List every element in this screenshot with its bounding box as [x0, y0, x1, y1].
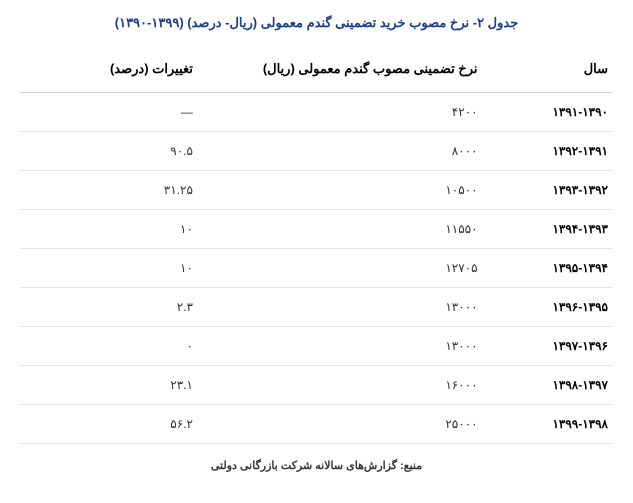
source-text: منبع: گزارش‌های سالانه شرکت بازرگانی دول…	[20, 459, 613, 472]
table-row: ۱۳۹۵-۱۳۹۴۱۲۷۰۵۱۰	[20, 249, 613, 288]
col-header-change: تغییرات (درصد)	[20, 51, 198, 93]
cell-rate: ۴۲۰۰	[198, 93, 483, 132]
cell-rate: ۱۲۷۰۵	[198, 249, 483, 288]
cell-year: ۱۳۹۵-۱۳۹۴	[483, 249, 613, 288]
cell-change: ۹۰.۵	[20, 132, 198, 171]
cell-year: ۱۳۹۶-۱۳۹۵	[483, 288, 613, 327]
table-row: ۱۳۹۴-۱۳۹۳۱۱۵۵۰۱۰	[20, 210, 613, 249]
cell-change: ۲۳.۱	[20, 366, 198, 405]
cell-year: ۱۳۹۴-۱۳۹۳	[483, 210, 613, 249]
cell-rate: ۱۳۰۰۰	[198, 327, 483, 366]
table-row: ۱۳۹۸-۱۳۹۷۱۶۰۰۰۲۳.۱	[20, 366, 613, 405]
cell-change: ۱۰	[20, 249, 198, 288]
cell-change: ۱۰	[20, 210, 198, 249]
cell-year: ۱۳۹۲-۱۳۹۱	[483, 132, 613, 171]
table-row: ۱۳۹۳-۱۳۹۲۱۰۵۰۰۳۱.۲۵	[20, 171, 613, 210]
table-row: ۱۳۹۱-۱۳۹۰۴۲۰۰—	[20, 93, 613, 132]
cell-rate: ۲۵۰۰۰	[198, 405, 483, 444]
table-title: جدول ۲- نرخ مصوب خرید تضمینی گندم معمولی…	[20, 15, 613, 31]
cell-change: ۵۶.۲	[20, 405, 198, 444]
cell-year: ۱۳۹۹-۱۳۹۸	[483, 405, 613, 444]
cell-year: ۱۳۹۳-۱۳۹۲	[483, 171, 613, 210]
table-row: ۱۳۹۶-۱۳۹۵۱۳۰۰۰۲.۳	[20, 288, 613, 327]
cell-rate: ۱۱۵۵۰	[198, 210, 483, 249]
table-header-row: سال نرخ تضمینی مصوب گندم معمولی (ریال) ت…	[20, 51, 613, 93]
cell-rate: ۱۳۰۰۰	[198, 288, 483, 327]
table-row: ۱۳۹۷-۱۳۹۶۱۳۰۰۰۰	[20, 327, 613, 366]
cell-year: ۱۳۹۱-۱۳۹۰	[483, 93, 613, 132]
data-table: سال نرخ تضمینی مصوب گندم معمولی (ریال) ت…	[20, 51, 613, 444]
cell-change: ۲.۳	[20, 288, 198, 327]
cell-rate: ۱۰۵۰۰	[198, 171, 483, 210]
table-row: ۱۳۹۹-۱۳۹۸۲۵۰۰۰۵۶.۲	[20, 405, 613, 444]
col-header-rate: نرخ تضمینی مصوب گندم معمولی (ریال)	[198, 51, 483, 93]
cell-change: —	[20, 93, 198, 132]
cell-rate: ۸۰۰۰	[198, 132, 483, 171]
cell-year: ۱۳۹۸-۱۳۹۷	[483, 366, 613, 405]
cell-rate: ۱۶۰۰۰	[198, 366, 483, 405]
table-row: ۱۳۹۲-۱۳۹۱۸۰۰۰۹۰.۵	[20, 132, 613, 171]
col-header-year: سال	[483, 51, 613, 93]
cell-year: ۱۳۹۷-۱۳۹۶	[483, 327, 613, 366]
cell-change: ۰	[20, 327, 198, 366]
cell-change: ۳۱.۲۵	[20, 171, 198, 210]
